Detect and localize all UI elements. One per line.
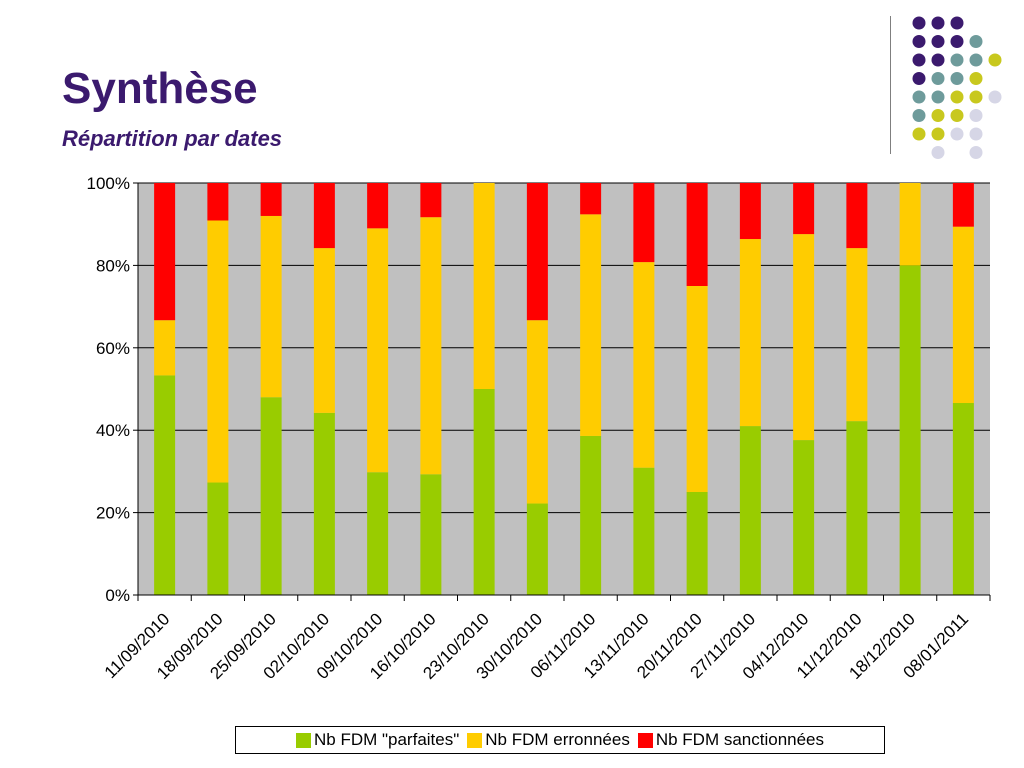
bar-segment-sanctionnees: [739, 183, 761, 240]
decorative-dot: [912, 90, 926, 104]
bar-segment-erronnees: [580, 214, 602, 436]
decorative-dot: [912, 16, 926, 30]
decorative-dot: [950, 53, 964, 67]
bar-segment-parfaites: [154, 375, 176, 595]
decorative-dot: [969, 146, 983, 159]
decorative-dot: [969, 90, 983, 104]
bar-segment-sanctionnees: [260, 183, 282, 216]
bar-segment-parfaites: [899, 265, 921, 595]
bar-segment-erronnees: [952, 226, 974, 404]
bar-segment-sanctionnees: [793, 183, 815, 235]
bar-segment-erronnees: [526, 320, 548, 504]
bar-segment-parfaites: [420, 474, 442, 595]
bar-segment-parfaites: [633, 467, 655, 595]
decorative-dot: [931, 35, 945, 48]
decorative-dot: [912, 127, 926, 141]
bar-segment-parfaites: [473, 389, 495, 595]
decorative-dot: [950, 90, 964, 104]
bar-segment-erronnees: [154, 320, 176, 376]
decorative-dot: [969, 35, 983, 48]
bar-segment-parfaites: [367, 472, 389, 595]
bar-segment-sanctionnees: [313, 183, 335, 249]
bar-segment-sanctionnees: [686, 183, 708, 286]
bar-segment-parfaites: [739, 426, 761, 595]
bar-segment-sanctionnees: [207, 183, 229, 221]
y-tick-label: 20%: [96, 504, 130, 523]
decorative-dot: [912, 35, 926, 48]
y-tick-label: 80%: [96, 256, 130, 275]
legend-label-erronnees: Nb FDM erronnées: [485, 730, 630, 749]
bar-segment-parfaites: [846, 421, 868, 595]
decorative-dot: [931, 72, 945, 85]
decorative-dot-grid: [912, 16, 1002, 159]
bar-segment-sanctionnees: [952, 183, 974, 227]
stacked-bar-chart: 0%20%40%60%80%100%11/09/201018/09/201025…: [87, 174, 991, 683]
bar-segment-erronnees: [313, 248, 335, 413]
bar-segment-parfaites: [207, 482, 229, 595]
decorative-divider: [890, 16, 891, 154]
decorative-dot: [950, 35, 964, 48]
bar-segment-parfaites: [526, 503, 548, 595]
bar-segment-parfaites: [952, 403, 974, 595]
decorative-dot: [931, 146, 945, 159]
decorative-dot: [912, 109, 926, 122]
bar-segment-parfaites: [793, 440, 815, 595]
decorative-dot: [912, 53, 926, 67]
legend-swatch-sanctionnees: [637, 732, 653, 748]
bar-segment-erronnees: [633, 262, 655, 468]
bar-segment-parfaites: [313, 412, 335, 595]
decorative-dot: [931, 127, 945, 141]
bar-segment-erronnees: [473, 183, 495, 389]
decorative-dot: [931, 109, 945, 122]
decorative-dot: [969, 53, 983, 67]
decorative-dot: [950, 16, 964, 30]
decorative-dot: [931, 90, 945, 104]
legend-swatch-parfaites: [295, 732, 311, 748]
bar-segment-erronnees: [686, 286, 708, 492]
decorative-dot: [931, 53, 945, 67]
bar-segment-erronnees: [793, 234, 815, 441]
bar-segment-erronnees: [739, 239, 761, 427]
decorative-dot: [950, 127, 964, 141]
bar-segment-erronnees: [207, 220, 229, 483]
decorative-dot: [969, 72, 983, 85]
legend-item-parfaites: Nb FDM "parfaites": [295, 730, 460, 750]
decorative-dot: [969, 109, 983, 122]
slide-subtitle: Répartition par dates: [62, 126, 283, 151]
y-tick-label: 40%: [96, 421, 130, 440]
legend-label-sanctionnees: Nb FDM sanctionnées: [655, 730, 825, 749]
bar-segment-sanctionnees: [420, 183, 442, 218]
decorative-dot: [969, 127, 983, 141]
y-tick-label: 0%: [105, 586, 130, 605]
y-tick-label: 60%: [96, 339, 130, 358]
bar-segment-sanctionnees: [580, 183, 602, 215]
bar-segment-sanctionnees: [633, 183, 655, 263]
y-tick-label: 100%: [87, 174, 130, 193]
bar-segment-erronnees: [260, 215, 282, 398]
legend-item-sanctionnees: Nb FDM sanctionnées: [637, 730, 825, 750]
decorative-dot: [988, 53, 1002, 67]
bar-segment-erronnees: [420, 217, 442, 475]
decorative-dot: [950, 109, 964, 122]
bar-segment-sanctionnees: [846, 183, 868, 249]
legend-swatch-erronnees: [467, 732, 483, 748]
decorative-dot: [912, 72, 926, 85]
bar-segment-erronnees: [899, 183, 921, 266]
legend-item-erronnees: Nb FDM erronnées: [467, 730, 630, 750]
bar-segment-sanctionnees: [154, 183, 176, 321]
bar-segment-erronnees: [846, 248, 868, 422]
bar-segment-parfaites: [580, 435, 602, 595]
slide-title: Synthèse: [62, 64, 258, 113]
legend-label-parfaites: Nb FDM "parfaites": [313, 730, 460, 749]
bar-segment-parfaites: [260, 397, 282, 595]
decorative-dot: [988, 90, 1002, 104]
chart-legend: Nb FDM "parfaites" Nb FDM erronnées Nb F…: [235, 726, 885, 754]
bar-segment-erronnees: [367, 228, 389, 473]
decorative-dot: [931, 16, 945, 30]
bar-segment-sanctionnees: [526, 183, 548, 321]
bar-segment-sanctionnees: [367, 183, 389, 229]
bar-segment-parfaites: [686, 492, 708, 595]
decorative-dot: [950, 72, 964, 85]
